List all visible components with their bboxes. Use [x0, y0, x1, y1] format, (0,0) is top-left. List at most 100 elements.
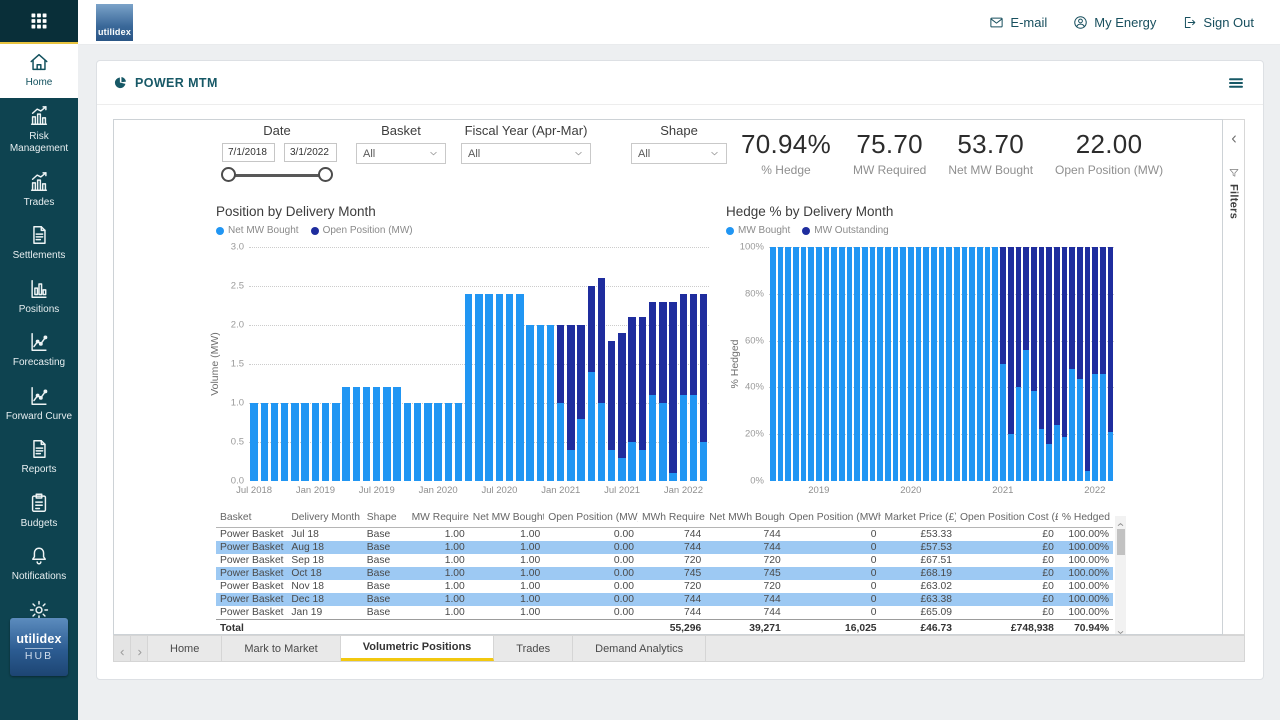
bar[interactable]	[1030, 247, 1038, 481]
bar[interactable]	[945, 247, 953, 481]
slider-handle-from[interactable]	[221, 167, 236, 182]
shape-dropdown[interactable]: All	[631, 143, 727, 164]
column-header[interactable]: MW Required	[408, 510, 469, 528]
bar[interactable]	[545, 247, 555, 481]
sidebar-item-notifications[interactable]: Notifications	[0, 538, 78, 592]
bar[interactable]	[494, 247, 504, 481]
bar[interactable]	[351, 247, 361, 481]
bar[interactable]	[1015, 247, 1023, 481]
bar[interactable]	[922, 247, 930, 481]
collapse-chevron-icon[interactable]	[1228, 132, 1240, 144]
table-row[interactable]: Power BasketDec 18Base1.001.000.00744744…	[216, 593, 1113, 606]
bar[interactable]	[596, 247, 606, 481]
bar[interactable]	[915, 247, 923, 481]
table-scrollbar[interactable]	[1115, 516, 1126, 634]
bar[interactable]	[300, 247, 310, 481]
sidebar-item-forecasting[interactable]: Forecasting	[0, 324, 78, 378]
bar[interactable]	[249, 247, 259, 481]
basket-dropdown[interactable]: All	[356, 143, 446, 164]
bar[interactable]	[576, 247, 586, 481]
table-row[interactable]: Power BasketSep 18Base1.001.000.00720720…	[216, 554, 1113, 567]
bar[interactable]	[823, 247, 831, 481]
bar[interactable]	[607, 247, 617, 481]
bar[interactable]	[1099, 247, 1107, 481]
column-header[interactable]: MWh Required	[638, 510, 705, 528]
bar[interactable]	[807, 247, 815, 481]
bar[interactable]	[853, 247, 861, 481]
header-link-e-mail[interactable]: E-mail	[989, 15, 1047, 30]
bar[interactable]	[269, 247, 279, 481]
column-header[interactable]: Open Position Cost (£)	[956, 510, 1058, 528]
fiscal-year-dropdown[interactable]: All	[461, 143, 591, 164]
header-link-sign-out[interactable]: Sign Out	[1182, 15, 1254, 30]
tab-demand-analytics[interactable]: Demand Analytics	[573, 636, 706, 661]
bar[interactable]	[792, 247, 800, 481]
bar[interactable]	[838, 247, 846, 481]
column-header[interactable]: Basket	[216, 510, 287, 528]
bar[interactable]	[648, 247, 658, 481]
bar[interactable]	[453, 247, 463, 481]
utilidex-logo[interactable]: utilidex	[96, 4, 133, 41]
column-header[interactable]: Net MWh Bought	[705, 510, 785, 528]
bar[interactable]	[869, 247, 877, 481]
bar[interactable]	[402, 247, 412, 481]
bar[interactable]	[1038, 247, 1046, 481]
bar[interactable]	[341, 247, 351, 481]
bar[interactable]	[1022, 247, 1030, 481]
apps-grid-button[interactable]	[0, 0, 78, 42]
bar[interactable]	[627, 247, 637, 481]
sidebar-item-positions[interactable]: Positions	[0, 271, 78, 325]
bar[interactable]	[884, 247, 892, 481]
bar[interactable]	[392, 247, 402, 481]
bar[interactable]	[892, 247, 900, 481]
column-header[interactable]: Shape	[363, 510, 408, 528]
bar[interactable]	[769, 247, 777, 481]
column-header[interactable]: Open Position (MW)	[544, 510, 638, 528]
tab-mark-to-market[interactable]: Mark to Market	[222, 636, 340, 661]
date-from-input[interactable]	[222, 143, 275, 162]
bar[interactable]	[976, 247, 984, 481]
bar[interactable]	[861, 247, 869, 481]
bar[interactable]	[1007, 247, 1015, 481]
bar[interactable]	[784, 247, 792, 481]
bar[interactable]	[433, 247, 443, 481]
bar[interactable]	[474, 247, 484, 481]
bar[interactable]	[259, 247, 269, 481]
scroll-up-icon[interactable]	[1115, 516, 1126, 526]
date-to-input[interactable]	[284, 143, 337, 162]
bar[interactable]	[668, 247, 678, 481]
bar[interactable]	[899, 247, 907, 481]
bar[interactable]	[961, 247, 969, 481]
bar[interactable]	[1061, 247, 1069, 481]
bar[interactable]	[1091, 247, 1099, 481]
bar[interactable]	[1076, 247, 1084, 481]
scroll-down-icon[interactable]	[1115, 624, 1126, 634]
slider-handle-to[interactable]	[318, 167, 333, 182]
bar[interactable]	[984, 247, 992, 481]
bar[interactable]	[280, 247, 290, 481]
table-row[interactable]: Power BasketJan 19Base1.001.000.00744744…	[216, 606, 1113, 620]
sidebar-item-home[interactable]: Home	[0, 42, 78, 98]
bar[interactable]	[556, 247, 566, 481]
sidebar-item-reports[interactable]: Reports	[0, 431, 78, 485]
bar[interactable]	[678, 247, 688, 481]
bar[interactable]	[423, 247, 433, 481]
bar[interactable]	[525, 247, 535, 481]
bar[interactable]	[321, 247, 331, 481]
bar[interactable]	[637, 247, 647, 481]
column-header[interactable]: Delivery Month	[287, 510, 362, 528]
filters-pane[interactable]: Filters	[1223, 119, 1245, 635]
scrollbar-thumb[interactable]	[1117, 529, 1125, 555]
bar[interactable]	[443, 247, 453, 481]
bar[interactable]	[846, 247, 854, 481]
table-row[interactable]: Power BasketOct 18Base1.001.000.00745745…	[216, 567, 1113, 580]
column-header[interactable]: Open Position (MWh)	[785, 510, 881, 528]
bar[interactable]	[504, 247, 514, 481]
bar[interactable]	[310, 247, 320, 481]
bar[interactable]	[688, 247, 698, 481]
table-row[interactable]: Power BasketAug 18Base1.001.000.00744744…	[216, 541, 1113, 554]
table-row[interactable]: Power BasketNov 18Base1.001.000.00720720…	[216, 580, 1113, 593]
bar[interactable]	[876, 247, 884, 481]
bar[interactable]	[1053, 247, 1061, 481]
bar[interactable]	[938, 247, 946, 481]
